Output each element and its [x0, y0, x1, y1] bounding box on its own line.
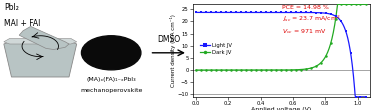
Polygon shape	[19, 26, 69, 50]
Text: mechanoperovskite: mechanoperovskite	[80, 88, 143, 93]
Polygon shape	[4, 38, 77, 44]
Text: PCE = 14.98 %
$J_{sc}$ = 23.7 mA/cm$^2$
$V_{oc}$ = 971 mV: PCE = 14.98 % $J_{sc}$ = 23.7 mA/cm$^2$ …	[282, 5, 340, 36]
Polygon shape	[4, 42, 77, 77]
Text: DMSO: DMSO	[157, 35, 180, 44]
Text: MAI + FAI: MAI + FAI	[4, 19, 40, 28]
Circle shape	[82, 36, 141, 70]
Text: (MA)ₓ(FA)₁₋ₓPbI₃: (MA)ₓ(FA)₁₋ₓPbI₃	[86, 77, 136, 82]
X-axis label: Applied voltage (V): Applied voltage (V)	[251, 107, 312, 110]
Text: PbI₂: PbI₂	[4, 3, 19, 12]
Legend: Light JV, Dark JV: Light JV, Dark JV	[199, 42, 233, 56]
Y-axis label: Current density (mA cm⁻¹): Current density (mA cm⁻¹)	[170, 14, 176, 87]
